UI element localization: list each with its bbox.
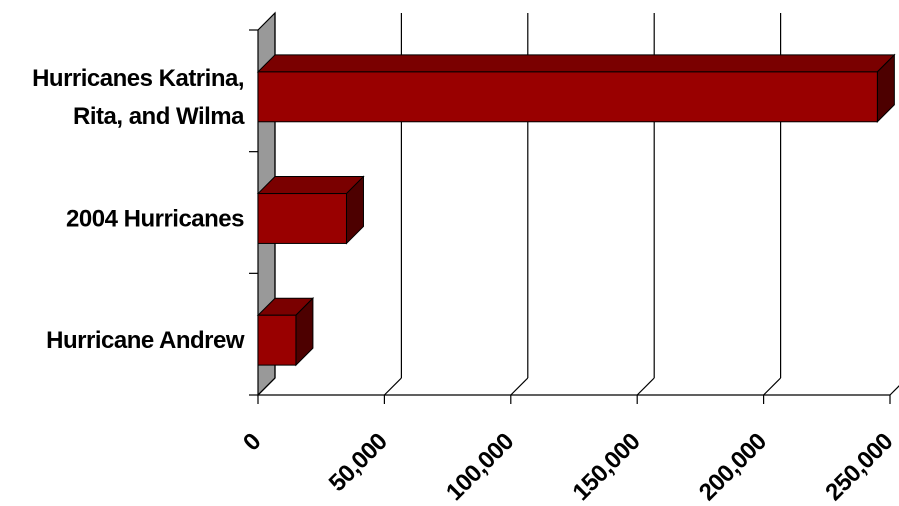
x-tick-label-1: 50,000 [324,428,393,497]
bar-front-2004-hurricanes [257,193,347,244]
floor-line-5 [889,385,899,396]
bars [256,53,896,367]
x-tick-label-4: 200,000 [694,428,772,506]
category-labels: Hurricanes Katrina, Rita, and Wilma 2004 H… [32,65,246,354]
bar-front-hurricanes-katrina-rita-and-wilma [257,71,878,123]
floor-line-4 [763,377,782,396]
category-label-2004-hurricanes: 2004 Hurricanes [66,206,244,233]
bar-top-hurricanes-katrina-rita-and-wilma [256,54,896,73]
floor-line-1 [383,377,402,396]
category-label-hurricanes-katrina-rita-and-wilma-line-1: Hurricanes Katrina, [32,65,244,92]
x-tick-label-5: 250,000 [820,428,898,506]
category-label-hurricanes-katrina-rita-and-wilma-line-2: Rita, and Wilma [73,103,245,130]
x-tick-label-3: 150,000 [567,428,645,506]
x-axis-ticks: 0 50,000 100,000 150,000 200,000 250,000 [238,428,898,506]
floor-line-3 [636,377,655,396]
floor-line-0 [257,377,276,396]
x-tick-label-2: 100,000 [441,428,519,506]
gridlines [249,13,899,404]
bar-top-2004-hurricanes [256,176,365,195]
floor-line-2 [510,377,529,396]
bar-2004-hurricanes [256,175,365,245]
bar-hurricanes-katrina-rita-and-wilma [256,53,896,123]
bar-hurricane-andrew [256,297,315,367]
category-label-hurricane-andrew: Hurricane Andrew [46,327,245,354]
bar-front-hurricane-andrew [257,314,297,366]
x-tick-label-0: 0 [238,428,266,456]
